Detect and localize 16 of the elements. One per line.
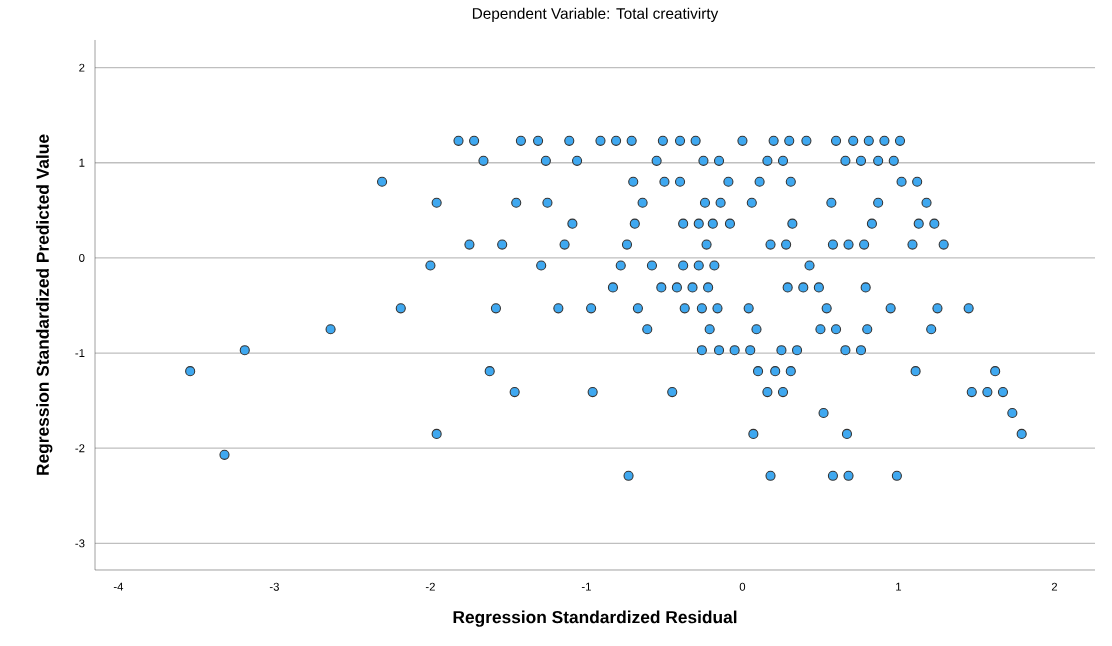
x-tick-label: 0 (739, 582, 746, 591)
y-axis-title: Regression Standardized Predicted Value (36, 134, 53, 475)
y-tick-label: 2 (79, 63, 85, 72)
x-tick-label: -1 (581, 582, 591, 591)
y-tick-label: -3 (75, 539, 85, 548)
y-tick-label: 0 (79, 253, 85, 262)
chart-title: Dependent Variable: Total creativirty (472, 7, 719, 22)
x-axis-title: Regression Standardized Residual (453, 610, 737, 627)
x-tick-label: -3 (269, 582, 279, 591)
x-tick-label: 2 (1051, 582, 1058, 591)
y-tick-label: 1 (79, 158, 85, 167)
x-tick-label: -4 (113, 582, 124, 591)
y-tick-label: -1 (75, 349, 85, 357)
x-tick-label: -2 (425, 582, 435, 591)
x-tick-label: 1 (896, 582, 902, 591)
y-tick-label: -2 (75, 444, 85, 453)
